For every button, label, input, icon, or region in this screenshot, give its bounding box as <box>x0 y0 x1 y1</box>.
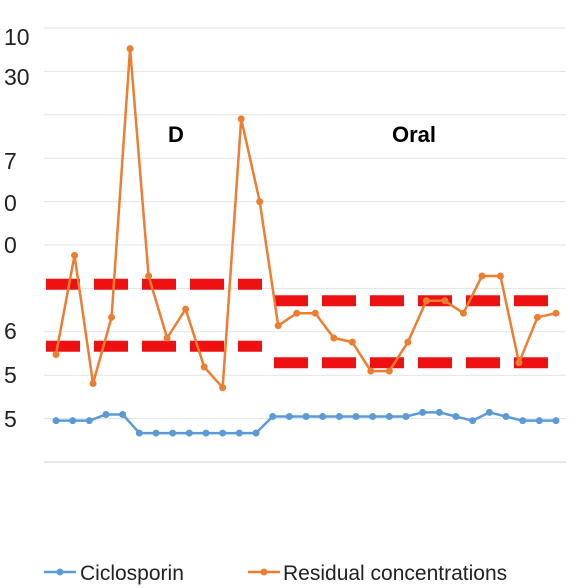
legend: Ciclosporin Residual concentrations <box>44 562 507 585</box>
legend-item-residual: Residual concentrations <box>248 562 507 585</box>
data-point <box>533 313 541 321</box>
data-point <box>274 322 282 330</box>
y-tick-label: 10 <box>4 24 30 50</box>
data-point <box>119 410 127 418</box>
data-point <box>311 309 319 317</box>
legend-label-residual: Residual concentrations <box>283 562 507 585</box>
legend-item-ciclosporin: Ciclosporin <box>44 562 184 585</box>
data-point <box>515 359 523 367</box>
data-point <box>478 272 486 280</box>
data-point <box>452 413 460 421</box>
data-point <box>69 417 77 425</box>
reference-lines <box>46 278 560 369</box>
data-point <box>182 305 190 313</box>
data-point <box>145 272 153 280</box>
data-point <box>52 351 60 359</box>
data-point <box>385 413 393 421</box>
data-point <box>163 334 171 342</box>
data-point <box>102 410 110 418</box>
gridlines <box>44 27 566 463</box>
data-point <box>385 367 393 375</box>
data-point <box>459 309 467 317</box>
data-point <box>135 429 143 437</box>
legend-label-ciclosporin: Ciclosporin <box>80 562 184 585</box>
legend-marker-residual <box>260 568 268 576</box>
data-point <box>108 313 116 321</box>
data-point <box>435 408 443 416</box>
data-point <box>485 408 493 416</box>
y-tick-label: 0 <box>4 190 17 216</box>
data-point <box>256 198 264 206</box>
data-point <box>335 413 343 421</box>
data-point <box>552 309 560 317</box>
data-point <box>535 417 543 425</box>
y-tick-label: 30 <box>4 64 30 90</box>
data-point <box>502 413 510 421</box>
data-point <box>422 297 430 305</box>
data-point <box>419 408 427 416</box>
data-point <box>235 429 243 437</box>
data-point <box>89 379 97 387</box>
data-point <box>252 429 260 437</box>
data-point <box>219 429 227 437</box>
y-tick-label: 5 <box>4 406 17 432</box>
y-tick-label: 7 <box>4 148 17 174</box>
data-point <box>552 417 560 425</box>
data-point <box>348 338 356 346</box>
data-point <box>152 429 160 437</box>
data-point <box>441 297 449 305</box>
data-point <box>285 413 293 421</box>
data-point <box>330 334 338 342</box>
data-point <box>319 413 327 421</box>
data-point <box>469 417 477 425</box>
legend-marker-ciclosporin <box>56 568 64 576</box>
data-point <box>269 413 277 421</box>
data-point <box>85 417 93 425</box>
data-point <box>200 363 208 371</box>
y-axis-tick-labels: 10 30 7 0 0 6 5 5 <box>4 24 30 432</box>
y-tick-label: 6 <box>4 318 17 344</box>
data-point <box>496 272 504 280</box>
data-point <box>293 309 301 317</box>
data-point <box>126 45 134 53</box>
data-point <box>367 367 375 375</box>
data-point <box>219 384 227 392</box>
data-point <box>71 251 79 259</box>
data-point <box>519 417 527 425</box>
data-point <box>185 429 193 437</box>
y-tick-label: 5 <box>4 362 17 388</box>
data-point <box>169 429 177 437</box>
annotation-d: D <box>168 122 184 147</box>
data-point <box>302 413 310 421</box>
annotation-oral: Oral <box>392 122 436 147</box>
data-point <box>237 115 245 123</box>
data-point <box>369 413 377 421</box>
data-point <box>52 417 60 425</box>
data-point <box>352 413 360 421</box>
data-point <box>202 429 210 437</box>
series-line-1 <box>54 47 557 389</box>
data-point <box>404 338 412 346</box>
data-point <box>402 413 410 421</box>
y-tick-label: 0 <box>4 232 17 258</box>
series-lines <box>52 45 560 437</box>
